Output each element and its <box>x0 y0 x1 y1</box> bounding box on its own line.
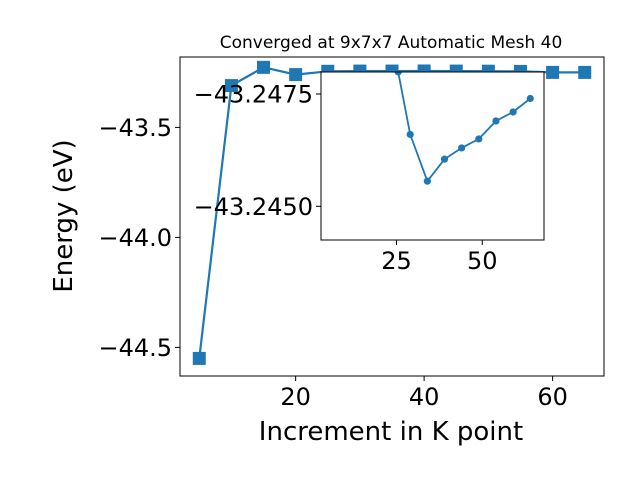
main-frame <box>179 56 605 377</box>
main-point-2 <box>257 60 271 74</box>
main-xtick-label-0: 20 <box>280 383 311 411</box>
inset-plot-area: 25 50 −43.2475 −43.2450 <box>194 71 545 275</box>
inset-frame <box>320 71 545 241</box>
inset-xtick-label-1: 50 <box>467 247 498 275</box>
main-point-1 <box>224 79 238 93</box>
inset-point-2 <box>423 177 431 185</box>
main-ytick-label-0: −44.5 <box>98 334 172 362</box>
inset-point-0 <box>394 72 402 76</box>
inset-background <box>321 72 544 240</box>
inset-point-5 <box>475 135 483 143</box>
inset-xtick-label-0: 25 <box>381 247 412 275</box>
main-point-3 <box>289 68 303 82</box>
inset-point-7 <box>509 108 517 116</box>
inset-ytick-label-1: −43.2450 <box>194 193 313 221</box>
main-point-12 <box>578 65 592 79</box>
inset-point-6 <box>492 117 500 125</box>
main-ytick-label-2: −43.5 <box>98 114 172 142</box>
x-axis-label: Increment in K point <box>259 417 523 447</box>
main-xtick-label-2: 60 <box>537 383 568 411</box>
main-xtick-label-1: 40 <box>409 383 440 411</box>
inset-point-4 <box>458 144 466 152</box>
chart-title: Converged at 9x7x7 Automatic Mesh 40 <box>220 33 563 53</box>
main-ytick-label-1: −44.0 <box>98 224 172 252</box>
main-point-11 <box>546 65 560 79</box>
main-point-0 <box>192 351 206 365</box>
inset-ytick-label-0: −43.2475 <box>194 81 313 109</box>
inset-point-8 <box>526 94 534 103</box>
inset-point-1 <box>406 130 414 139</box>
y-axis-label: Energy (eV) <box>49 139 79 292</box>
inset-point-3 <box>440 155 449 163</box>
